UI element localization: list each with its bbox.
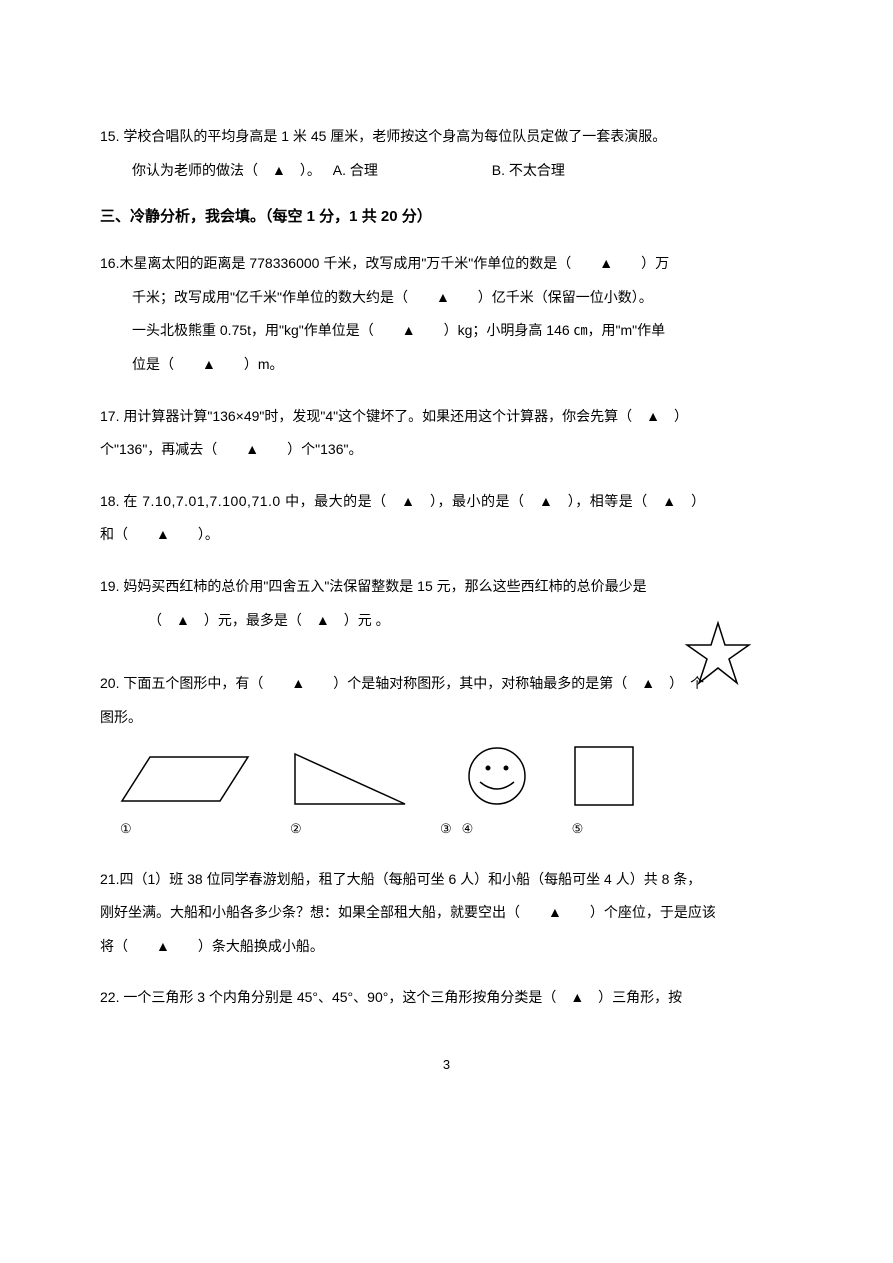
question-17: 17. 用计算器计算"136×49"时，发现"4"这个键坏了。如果还用这个计算器… (100, 400, 793, 467)
q16-text-4: 位是（ ▲ ）m。 (132, 356, 284, 372)
shape-smiley-face: ④ (462, 744, 532, 844)
shape-right-triangle: ② (290, 749, 410, 844)
q22-text-1: 一个三角形 3 个内角分别是 45°、45°、90°，这个三角形按角分类是（ ▲… (123, 989, 682, 1005)
q21-number: 21. (100, 871, 119, 887)
q16-number: 16. (100, 255, 119, 271)
shape-square: ⑤ (572, 744, 637, 844)
q17-text-1: 用计算器计算"136×49"时，发现"4"这个键坏了。如果还用这个计算器，你会先… (123, 408, 688, 424)
shape-label-5: ⑤ (572, 813, 584, 844)
section-3-header: 三、冷静分析，我会填。（每空 1 分，1 共 20 分） (100, 205, 793, 229)
question-15: 15. 学校合唱队的平均身高是 1 米 45 厘米，老师按这个身高为每位队员定做… (100, 120, 793, 187)
q20-text-2: 图形。 (100, 709, 142, 725)
q17-text-2: 个"136"，再减去（ ▲ ）个"136"。 (100, 441, 362, 457)
q19-text-1: 妈妈买西红柿的总价用"四舍五入"法保留整数是 15 元，那么这些西红柿的总价最少… (123, 578, 646, 594)
q16-text-1: 木星离太阳的距离是 778336000 千米，改写成用"万千米"作单位的数是（ … (119, 255, 669, 271)
shape-label-1: ① (120, 813, 132, 844)
question-20: 20. 下面五个图形中，有（ ▲ ）个是轴对称图形，其中，对称轴最多的是第（ ▲… (100, 667, 793, 844)
q21-text-3: 将（ ▲ ）条大船换成小船。 (100, 938, 324, 954)
q16-text-2: 千米；改写成用"亿千米"作单位的数大约是（ ▲ ）亿千米（保留一位小数）。 (132, 289, 653, 305)
shapes-row: ① ② ③ ④ ⑤ (120, 744, 793, 844)
q18-number: 18. (100, 493, 119, 509)
shape-label-4: ④ (462, 813, 474, 844)
question-21: 21.四（1）班 38 位同学春游划船，租了大船（每船可坐 6 人）和小船（每船… (100, 863, 793, 964)
shape-label-3: ③ (440, 813, 452, 844)
q17-number: 17. (100, 408, 119, 424)
q15-text-1: 学校合唱队的平均身高是 1 米 45 厘米，老师按这个身高为每位队员定做了一套表… (123, 128, 666, 144)
q20-text-1: 下面五个图形中，有（ ▲ ）个是轴对称图形，其中，对称轴最多的是第（ ▲ ） 个 (123, 675, 704, 691)
q15-option-a: A. 合理 (333, 162, 378, 178)
q21-text-1: 四（1）班 38 位同学春游划船，租了大船（每船可坐 6 人）和小船（每船可坐 … (119, 871, 701, 887)
shape-star (683, 619, 753, 702)
q18-text-2: 和（ ▲ ）。 (100, 526, 219, 542)
q15-option-b: B. 不太合理 (492, 162, 565, 178)
q18-text-1: 在 7.10,7.01,7.100,71.0 中，最大的是（ ▲ ），最小的是（… (123, 493, 705, 509)
q20-number: 20. (100, 675, 119, 691)
q22-number: 22. (100, 989, 119, 1005)
q19-text-2: （ ▲ ）元，最多是（ ▲ ）元 。 (148, 612, 390, 628)
question-18: 18. 在 7.10,7.01,7.100,71.0 中，最大的是（ ▲ ），最… (100, 485, 793, 552)
q19-number: 19. (100, 578, 119, 594)
q15-text-2: 你认为老师的做法（ ▲ ）。 (132, 162, 321, 178)
q21-text-2: 刚好坐满。大船和小船各多少条？想：如果全部租大船，就要空出（ ▲ ）个座位，于是… (100, 904, 716, 920)
shape-parallelogram: ① (120, 749, 250, 844)
q15-number: 15. (100, 128, 119, 144)
question-22: 22. 一个三角形 3 个内角分别是 45°、45°、90°，这个三角形按角分类… (100, 981, 793, 1015)
shape-label-2: ② (290, 813, 302, 844)
question-16: 16.木星离太阳的距离是 778336000 千米，改写成用"万千米"作单位的数… (100, 247, 793, 381)
shape-spacer-3: ③ (440, 749, 452, 844)
q16-text-3: 一头北极熊重 0.75t，用"kg"作单位是（ ▲ ）kg；小明身高 146 ㎝… (132, 322, 665, 338)
page-number: 3 (100, 1055, 793, 1076)
